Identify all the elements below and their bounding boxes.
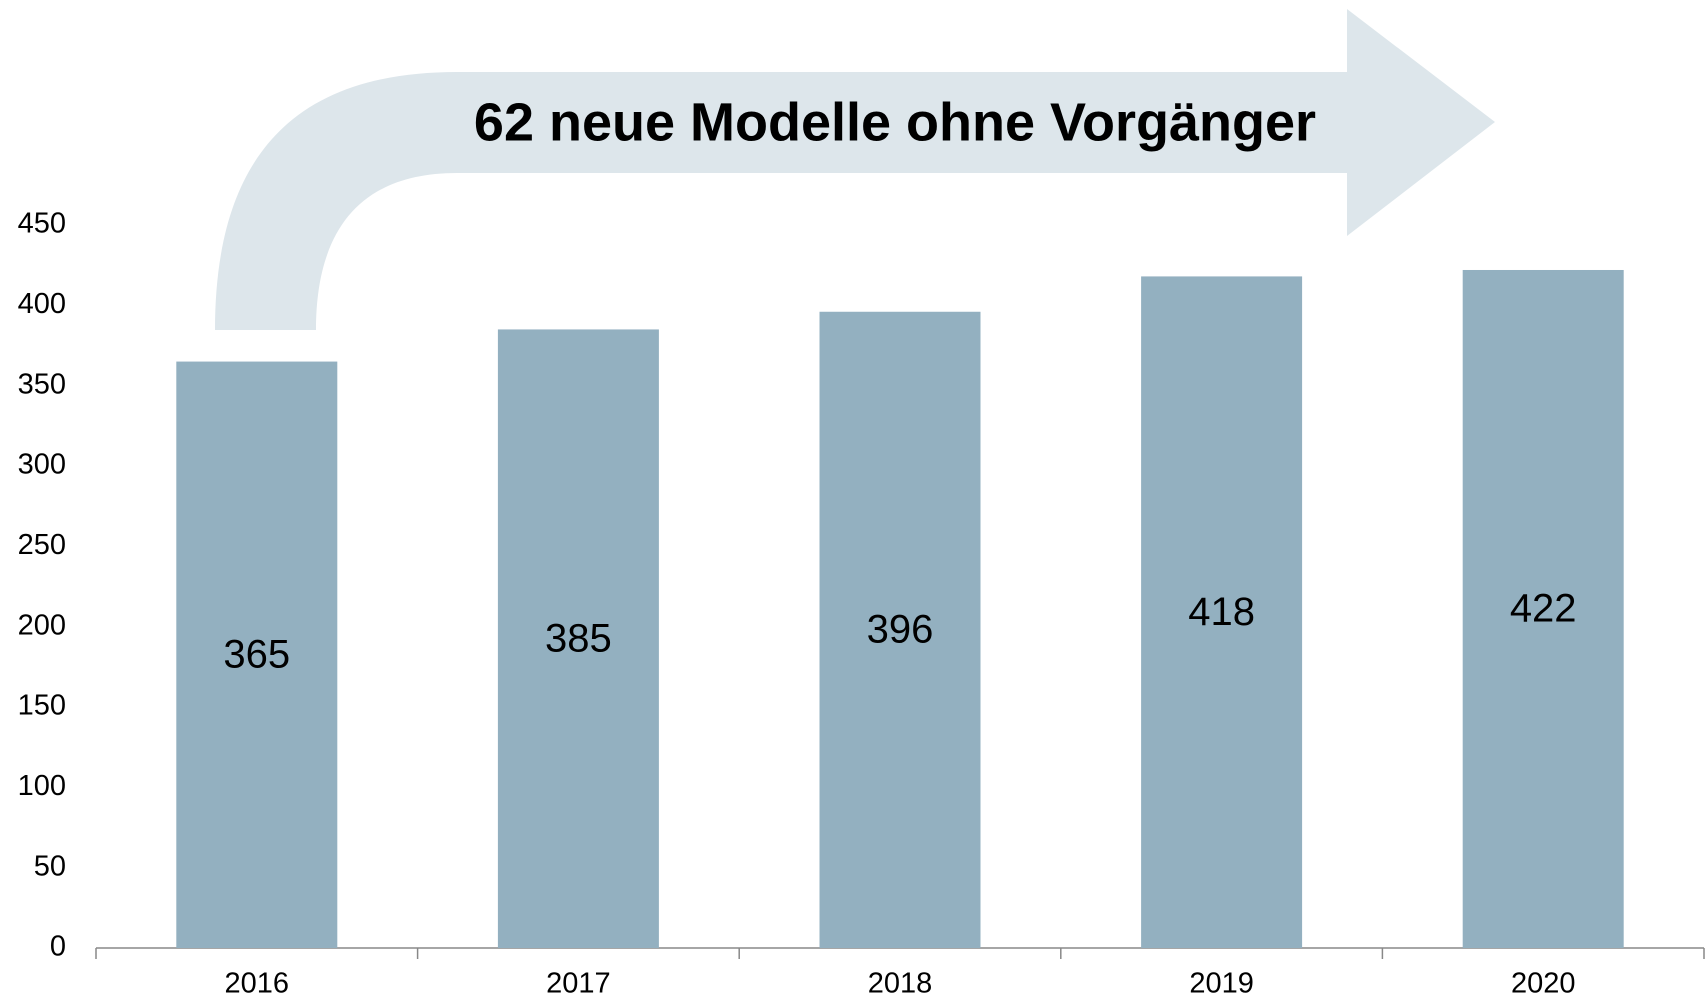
y-tick-label: 100 xyxy=(18,770,66,802)
bar xyxy=(176,361,338,949)
data-label: 365 xyxy=(223,632,290,676)
bar xyxy=(497,329,659,948)
bar xyxy=(1141,276,1303,948)
x-tick-label: 2018 xyxy=(868,968,933,999)
y-tick-label: 300 xyxy=(18,449,66,481)
y-tick-label: 50 xyxy=(34,850,66,882)
data-label: 418 xyxy=(1188,590,1255,634)
data-label: 396 xyxy=(867,607,934,651)
x-tick-label: 2016 xyxy=(225,968,290,999)
bar xyxy=(819,311,981,948)
y-tick-label: 200 xyxy=(18,609,66,641)
y-tick-label: 450 xyxy=(18,208,66,240)
data-label: 422 xyxy=(1510,587,1577,631)
annotation: 62 neue Modelle ohne Vorgänger xyxy=(474,92,1316,152)
y-tick-label: 250 xyxy=(18,529,66,561)
x-tick-label: 2020 xyxy=(1511,968,1576,999)
x-tick-label: 2017 xyxy=(546,968,611,999)
x-tick-label: 2019 xyxy=(1189,968,1254,999)
y-tick-label: 350 xyxy=(18,368,66,400)
y-tick-label: 0 xyxy=(50,931,66,963)
arrow xyxy=(215,9,1495,330)
y-tick-label: 150 xyxy=(18,690,66,722)
data-label: 385 xyxy=(545,616,612,660)
bar xyxy=(1462,269,1624,948)
y-tick-label: 400 xyxy=(18,288,66,320)
